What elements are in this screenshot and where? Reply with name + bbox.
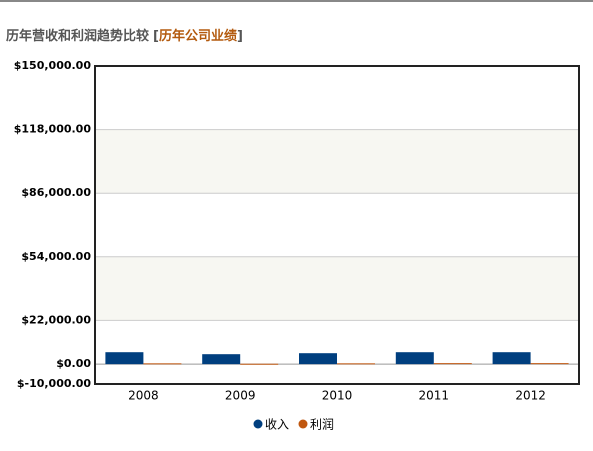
bar	[299, 353, 337, 365]
bracket: ]	[237, 29, 243, 44]
y-tick-label: $86,000.00	[21, 186, 91, 199]
x-tick-label: 2009	[225, 389, 256, 403]
plot-border	[94, 65, 580, 385]
chart-title-group: 历年营收和利润趋势比较 [历年公司业绩]	[6, 28, 243, 44]
y-tick-label: $118,000.00	[14, 123, 92, 136]
y-tick-label: $0.00	[56, 357, 91, 370]
title-link[interactable]: 历年公司业绩	[159, 28, 237, 44]
legend-label: 利润	[310, 418, 334, 432]
bar	[105, 352, 144, 365]
chart-title: 历年营收和利润趋势比较	[6, 28, 149, 44]
bar	[492, 352, 531, 365]
y-tick-label: $150,000.00	[14, 59, 92, 72]
grid-band	[95, 129, 579, 194]
plot-area: $-10,000.00 $0.00 $22,000.00 $54,000.00 $86,…	[14, 59, 580, 432]
x-tick-label: 2010	[322, 389, 353, 403]
grid-band	[95, 256, 579, 321]
bar	[143, 363, 182, 365]
bar	[395, 352, 434, 365]
y-tick-label: $22,000.00	[21, 313, 91, 326]
x-tick-label: 2012	[515, 389, 546, 403]
legend-label: 收入	[265, 418, 289, 432]
bar	[337, 363, 375, 365]
y-tick-label: $54,000.00	[21, 250, 91, 263]
bar	[433, 363, 472, 365]
bar	[240, 363, 279, 365]
x-tick-label: 2011	[419, 389, 450, 403]
bar	[202, 354, 241, 365]
x-tick-label: 2008	[128, 389, 159, 403]
bar	[530, 363, 569, 365]
y-tick-label: $-10,000.00	[17, 377, 91, 390]
bracket: [	[153, 29, 159, 44]
legend-marker	[298, 419, 308, 429]
legend-marker	[253, 419, 263, 429]
